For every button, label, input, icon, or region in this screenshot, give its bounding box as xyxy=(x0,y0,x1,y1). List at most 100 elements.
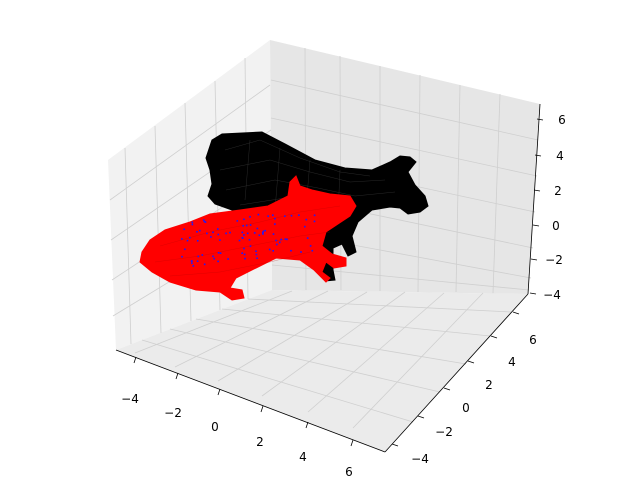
blue-point xyxy=(242,225,244,227)
blue-point xyxy=(249,216,251,218)
blue-point xyxy=(196,240,199,242)
blue-point xyxy=(290,214,293,217)
blue-point xyxy=(262,232,264,234)
blue-point xyxy=(191,221,194,224)
blue-point xyxy=(191,262,193,264)
y-tick-label: 6 xyxy=(529,333,537,347)
blue-point xyxy=(201,254,204,256)
blue-point xyxy=(243,247,245,250)
blue-point xyxy=(298,214,300,216)
blue-point xyxy=(304,225,306,228)
blue-point xyxy=(186,239,189,242)
blue-point xyxy=(262,230,265,233)
z-tick-label: 0 xyxy=(552,219,560,233)
y-axis-line xyxy=(384,293,529,453)
blue-point xyxy=(284,215,286,217)
blue-point xyxy=(219,239,221,241)
blue-points xyxy=(181,213,316,267)
blue-point xyxy=(313,214,316,217)
blue-point xyxy=(241,231,244,234)
blue-point xyxy=(203,263,206,266)
x-tick-label: 6 xyxy=(345,465,353,479)
blue-point xyxy=(243,253,246,256)
x-tick-label: −2 xyxy=(164,406,182,420)
blue-point xyxy=(286,238,288,241)
blue-point xyxy=(203,220,206,223)
x-tick-label: 0 xyxy=(211,420,219,434)
blue-point xyxy=(196,260,199,262)
blue-point xyxy=(206,232,208,235)
axis-ticks xyxy=(133,118,544,447)
blue-point xyxy=(246,232,249,235)
blue-point xyxy=(279,241,281,244)
blue-point xyxy=(305,218,308,221)
y-tick-label: 2 xyxy=(485,378,493,392)
blue-point xyxy=(241,252,243,254)
blue-point xyxy=(311,249,314,252)
red-cow-body xyxy=(139,175,357,301)
x-tick-label: −4 xyxy=(121,392,139,406)
blue-point xyxy=(219,252,222,254)
blue-point xyxy=(245,224,248,227)
blue-point xyxy=(238,239,241,242)
blue-point xyxy=(262,233,264,235)
x-tick-labels: −4 −2 0 2 4 6 xyxy=(121,392,353,479)
blue-point xyxy=(255,250,257,252)
z-tick-label: −2 xyxy=(545,253,563,267)
blue-point xyxy=(313,220,316,223)
blue-point xyxy=(244,257,246,260)
red-cow-mesh xyxy=(139,175,357,301)
blue-point xyxy=(191,223,194,226)
blue-point xyxy=(196,231,198,233)
blue-point xyxy=(243,218,245,221)
blue-point xyxy=(258,234,261,237)
blue-point xyxy=(275,239,277,242)
blue-point xyxy=(212,231,214,234)
blue-point xyxy=(199,229,201,232)
blue-point xyxy=(284,238,287,240)
z-tick-label: −4 xyxy=(543,288,561,302)
blue-point xyxy=(249,224,252,226)
blue-point xyxy=(255,253,258,256)
blue-point xyxy=(256,257,258,259)
blue-point xyxy=(189,236,191,239)
blue-point xyxy=(248,239,251,241)
blue-point xyxy=(217,252,220,254)
blue-point xyxy=(197,255,200,258)
y-tick-label: −2 xyxy=(435,425,453,439)
blue-point xyxy=(204,221,207,223)
blue-point xyxy=(272,233,275,235)
blue-point xyxy=(213,257,215,260)
blue-point xyxy=(306,237,309,239)
blue-point xyxy=(203,219,205,221)
blue-point xyxy=(227,258,229,260)
blue-point xyxy=(229,231,231,234)
blue-point xyxy=(274,217,276,220)
blue-point xyxy=(249,245,252,247)
blue-point xyxy=(217,260,219,263)
blue-point xyxy=(184,248,186,251)
blue-point xyxy=(225,232,227,235)
blue-point xyxy=(300,251,302,253)
blue-point xyxy=(257,213,260,216)
x-tick-label: 2 xyxy=(256,435,264,449)
x-axis-line xyxy=(115,349,386,453)
blue-point xyxy=(274,223,276,225)
floor-pane xyxy=(116,290,528,452)
y-tick-labels: −4 −2 0 2 4 6 xyxy=(411,333,537,466)
z-tick-label: 2 xyxy=(554,184,562,198)
x-tick-label: 4 xyxy=(299,450,307,464)
blue-point xyxy=(212,255,214,258)
blue-point xyxy=(217,228,219,230)
blue-point xyxy=(236,220,239,222)
blue-point xyxy=(217,233,220,236)
blue-point xyxy=(241,236,243,239)
blue-point xyxy=(210,236,212,238)
blue-point xyxy=(181,238,183,240)
axis-lines xyxy=(115,103,541,453)
y-tick-label: 0 xyxy=(462,401,470,415)
blue-point xyxy=(192,265,195,267)
blue-point xyxy=(183,228,185,231)
blue-point xyxy=(256,227,259,230)
